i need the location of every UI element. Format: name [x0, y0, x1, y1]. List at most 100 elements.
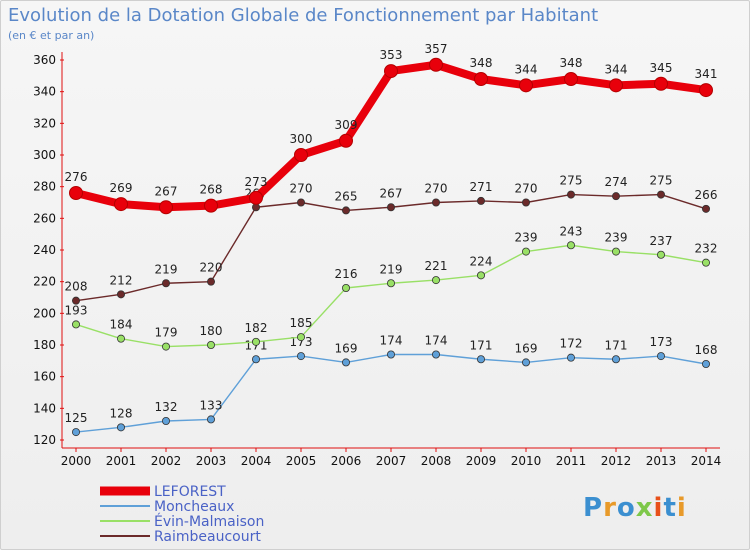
x-tick-label: 2001 [106, 454, 137, 468]
data-label: 269 [110, 181, 133, 195]
data-label: 300 [290, 132, 313, 146]
data-point [206, 415, 215, 424]
data-label: 172 [560, 337, 583, 351]
data-label: 171 [605, 338, 628, 352]
data-point [699, 83, 713, 98]
data-label: 348 [470, 56, 493, 70]
x-tick-label: 2005 [286, 454, 317, 468]
svg-text:Proxiti: Proxiti [583, 493, 687, 523]
data-label: 174 [425, 334, 448, 348]
x-tick-label: 2007 [376, 454, 407, 468]
data-point [159, 200, 173, 215]
data-point [161, 342, 170, 351]
data-point [567, 353, 576, 362]
legend: LEFORESTMoncheauxÉvin-MalmaisonRaimbeauc… [100, 484, 264, 545]
legend-label: LEFOREST [154, 484, 226, 500]
x-tick-label: 2000 [61, 454, 92, 468]
data-label: 270 [515, 182, 538, 196]
data-point [384, 64, 398, 79]
x-tick-label: 2014 [691, 454, 722, 468]
data-point [386, 350, 395, 359]
data-point [161, 416, 170, 425]
chart-title: Evolution de la Dotation Globale de Fonc… [8, 5, 598, 26]
chart-subtitle: (en € et par an) [8, 29, 94, 42]
data-point [612, 247, 621, 256]
x-tick-label: 2011 [556, 454, 587, 468]
y-tick-label: 340 [33, 85, 56, 99]
x-tick-label: 2010 [511, 454, 542, 468]
data-label: 219 [155, 262, 178, 276]
data-label: 173 [650, 335, 673, 349]
data-label: 348 [560, 56, 583, 70]
data-point [206, 277, 215, 286]
data-point [341, 206, 350, 215]
data-point [476, 196, 485, 205]
data-point [206, 340, 215, 349]
data-label: 270 [290, 182, 313, 196]
data-label: 266 [695, 188, 718, 202]
data-point [251, 337, 260, 346]
proxiti-logo: Proxiti [583, 493, 687, 523]
data-point [249, 190, 263, 205]
data-label: 125 [65, 411, 88, 425]
data-label: 345 [650, 61, 673, 75]
data-label: 267 [155, 184, 178, 198]
data-point [657, 250, 666, 259]
data-point [204, 198, 218, 213]
x-tick-label: 2006 [331, 454, 362, 468]
data-label: 221 [425, 259, 448, 273]
data-label: 133 [200, 398, 223, 412]
data-label: 232 [695, 242, 718, 256]
data-label: 273 [245, 175, 268, 189]
data-point [564, 72, 578, 86]
data-label: 212 [110, 273, 133, 287]
data-label: 239 [515, 231, 538, 245]
data-point [72, 296, 81, 305]
data-label: 193 [65, 303, 88, 317]
data-label: 341 [695, 67, 718, 81]
x-tick-label: 2012 [601, 454, 632, 468]
data-point [476, 271, 485, 280]
y-tick-label: 180 [33, 338, 56, 352]
data-label: 274 [605, 175, 628, 189]
data-point [522, 247, 531, 256]
data-point [114, 197, 128, 212]
y-tick-label: 360 [33, 53, 56, 67]
data-point [522, 358, 531, 367]
data-label: 128 [110, 406, 133, 420]
data-label: 174 [380, 334, 403, 348]
data-label: 224 [470, 254, 493, 268]
y-tick-label: 200 [33, 306, 56, 320]
data-label: 168 [695, 343, 718, 357]
data-point [72, 320, 81, 329]
data-label: 171 [470, 338, 493, 352]
data-point [431, 276, 440, 285]
data-label: 173 [290, 335, 313, 349]
y-tick-label: 120 [33, 433, 56, 447]
data-point [296, 333, 305, 342]
x-tick-label: 2009 [466, 454, 497, 468]
data-point [567, 241, 576, 250]
data-label: 271 [470, 180, 493, 194]
data-point [657, 352, 666, 361]
series-2: 193 184 179 180 182 185 216 219 221 224 239 243 239 2… [65, 224, 718, 351]
data-label: 220 [200, 261, 223, 275]
data-point [117, 290, 126, 299]
data-label: 243 [560, 224, 583, 238]
data-point [251, 355, 260, 364]
data-label: 219 [380, 262, 403, 276]
data-point [296, 198, 305, 207]
data-label: 357 [425, 42, 448, 56]
data-point [431, 350, 440, 359]
data-point [69, 186, 83, 200]
y-tick-label: 320 [33, 116, 56, 130]
data-label: 275 [560, 174, 583, 188]
y-tick-label: 240 [33, 243, 56, 257]
y-tick-label: 140 [33, 401, 56, 415]
data-point [294, 148, 308, 162]
data-point [522, 198, 531, 207]
data-point [161, 279, 170, 288]
data-point [567, 190, 576, 199]
y-tick-label: 260 [33, 211, 56, 225]
data-point [702, 204, 711, 213]
